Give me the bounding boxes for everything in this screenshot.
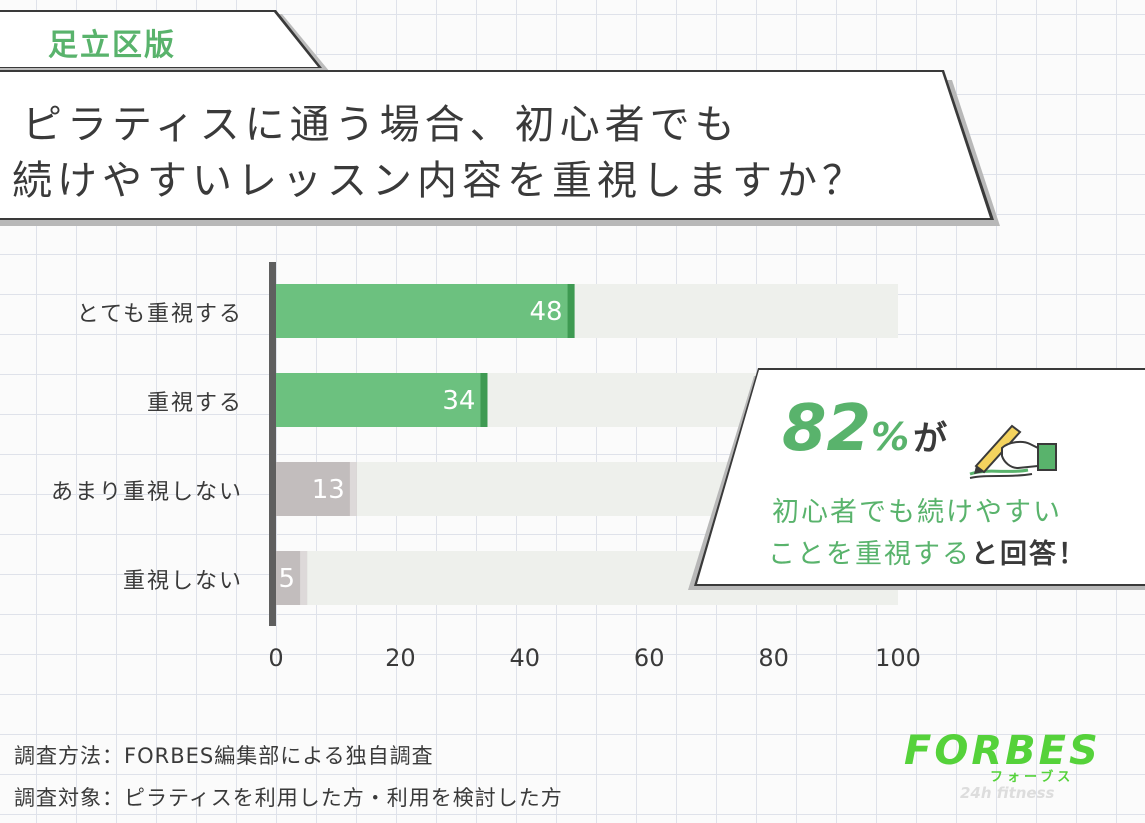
category-label: とても重視する [76,302,243,327]
callout-text-line-2-main: ことを重視する [768,539,971,570]
x-tick-label: 60 [634,644,665,672]
bar-value-label: 5 [279,564,296,594]
forbes-logo: FORBES [904,728,1101,774]
bar [276,373,488,427]
bar-end-accent [480,373,488,427]
callout-text-suffix: と回答！ [971,539,1087,570]
callout-particle: が [913,419,948,459]
x-tick-label: 80 [758,644,789,672]
question-title-line-2: 続けやすいレッスン内容を重視しますか？ [12,158,867,204]
bar [276,462,357,516]
callout-percentage-number: 82 [782,392,872,466]
question-title-line-1: ピラティスに通う場合、初心者でも [22,102,740,148]
category-label: 重視する [146,391,243,416]
forbes-logo-kana: フォーブス [990,770,1075,785]
category-label: 重視しない [122,569,243,594]
region-tag-face [0,12,318,67]
callout-headline: 82% が [782,392,947,466]
bar-end-accent [349,462,357,516]
survey-target: 調査対象：ピラティスを利用した方・利用を検討した方 [14,786,563,810]
x-tick-label: 100 [875,644,921,672]
callout-percent-sign: % [871,415,910,459]
pen-writing-icon [969,424,1057,479]
survey-method: 調査方法：FORBES編集部による独自調査 [14,744,434,768]
x-tick-label: 0 [268,644,283,672]
callout-text-line-2: ことを重視すると回答！ [768,532,1087,571]
bar-value-label: 48 [529,297,562,327]
bar-value-label: 13 [312,475,345,505]
bar [276,284,575,338]
x-tick-label: 40 [510,644,541,672]
forbes-logo-subtitle: 24h fitness [960,784,1055,802]
x-tick-label: 20 [385,644,416,672]
y-axis-line [269,262,276,626]
bar-end-accent [567,284,575,338]
category-label: あまり重視しない [50,480,243,505]
bar-end-accent [300,551,308,605]
bar-value-label: 34 [442,386,475,416]
callout-text-line-1: 初心者でも続けやすい [772,497,1062,528]
callout-box-face [697,370,1145,584]
region-tag-label: 足立区版 [48,28,176,63]
title-box-face [0,72,990,218]
